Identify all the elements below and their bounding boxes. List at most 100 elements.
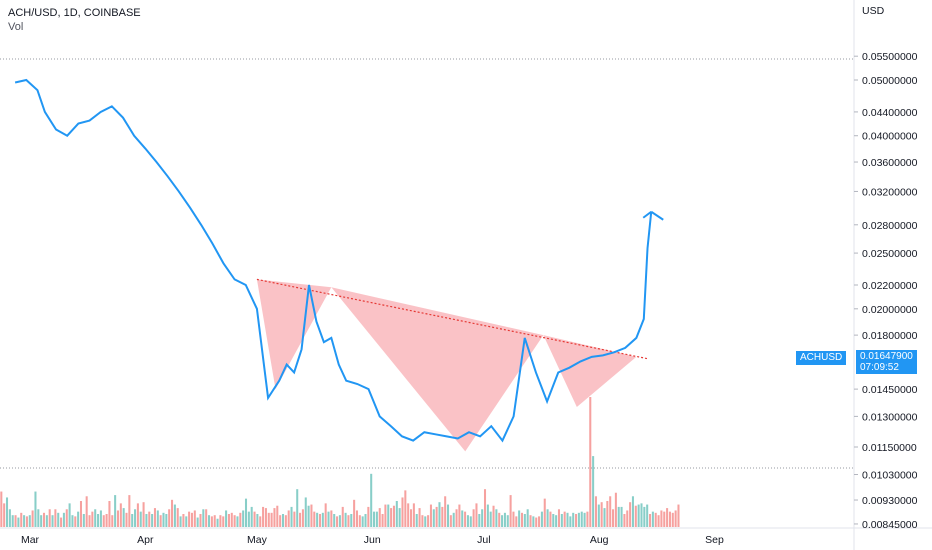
price-tick-label: 0.05000000 bbox=[862, 75, 918, 87]
volume-bar bbox=[279, 515, 282, 527]
volume-bar bbox=[612, 509, 615, 527]
price-tick-label: 0.03200000 bbox=[862, 186, 918, 198]
volume-bar bbox=[31, 510, 34, 527]
volume-bar bbox=[435, 506, 438, 527]
volume-bar bbox=[677, 504, 680, 527]
volume-bar bbox=[0, 491, 3, 527]
volume-bar bbox=[407, 503, 410, 527]
volume-bar bbox=[586, 511, 589, 527]
volume-bar bbox=[14, 515, 17, 527]
volume-bar bbox=[631, 496, 634, 527]
volume-bar bbox=[378, 508, 381, 527]
chart-legend[interactable]: ACH/USD, 1D, COINBASE Vol bbox=[8, 6, 141, 34]
volume-bar bbox=[136, 503, 139, 527]
volume-bar bbox=[51, 515, 54, 527]
price-tick-label: 0.00845000 bbox=[862, 519, 918, 531]
volume-bar bbox=[353, 499, 356, 527]
volume-bar bbox=[5, 497, 9, 527]
price-tick-label: 0.01150000 bbox=[862, 442, 917, 454]
volume-bar bbox=[17, 517, 20, 527]
volume-bar bbox=[566, 512, 569, 527]
volume-bar bbox=[267, 512, 270, 527]
price-tick-label: 0.01300000 bbox=[862, 411, 918, 423]
volume-bar bbox=[649, 514, 652, 527]
volume-bar bbox=[333, 514, 336, 527]
volume-bar bbox=[128, 495, 131, 527]
volume-bar bbox=[102, 515, 105, 527]
volume-bar bbox=[609, 496, 612, 527]
volume-bar bbox=[375, 511, 378, 527]
volume-bar bbox=[387, 504, 390, 527]
volume-bar bbox=[358, 515, 361, 527]
time-tick-label: Mar bbox=[21, 534, 40, 546]
volume-bar bbox=[384, 504, 387, 527]
volume-bar bbox=[290, 506, 293, 527]
currency-label: USD bbox=[862, 5, 885, 17]
volume-bar bbox=[532, 516, 535, 527]
time-tick-label: Sep bbox=[705, 534, 724, 546]
volume-bar bbox=[159, 515, 162, 527]
pattern-triangle bbox=[331, 287, 544, 452]
volume-bar bbox=[148, 511, 151, 527]
volume-bar bbox=[244, 498, 248, 527]
volume-bar bbox=[233, 515, 236, 527]
volume-bar bbox=[199, 514, 202, 527]
volume-bar bbox=[42, 512, 46, 527]
volume-bar bbox=[654, 512, 657, 527]
symbol-label[interactable]: ACH/USD, 1D, COINBASE bbox=[8, 7, 141, 19]
volume-bar bbox=[48, 509, 51, 527]
volume-bar bbox=[307, 505, 310, 527]
volume-bar bbox=[526, 509, 529, 527]
volume-bar bbox=[503, 512, 506, 527]
volume-bar bbox=[367, 506, 370, 527]
volume-bar bbox=[555, 515, 558, 527]
volume-bar bbox=[256, 514, 259, 527]
volume-bar bbox=[327, 511, 330, 527]
volume-bar bbox=[79, 501, 83, 527]
price-tick-label: 0.04000000 bbox=[862, 131, 918, 143]
projection-arrow bbox=[642, 210, 664, 221]
volume-bar bbox=[230, 512, 233, 527]
volume-bar bbox=[575, 514, 578, 527]
volume-bar bbox=[412, 503, 415, 527]
volume-bar bbox=[455, 509, 458, 527]
time-axis[interactable]: Mar Apr May Jun Jul Aug Sep bbox=[21, 534, 724, 546]
volume-bar bbox=[404, 490, 407, 527]
volume-bar bbox=[429, 504, 432, 527]
volume-bar bbox=[637, 504, 640, 527]
volume-bar bbox=[338, 515, 341, 527]
volume-bar bbox=[173, 504, 176, 527]
volume-bar bbox=[572, 512, 575, 527]
volume-bar bbox=[82, 514, 85, 527]
volume-bar bbox=[475, 503, 478, 527]
volume-bar bbox=[250, 506, 253, 527]
volume-bar bbox=[162, 512, 165, 527]
price-axis[interactable]: 0.05500000 0.05000000 0.04400000 0.04000000… bbox=[854, 51, 918, 531]
volume-bar bbox=[247, 511, 250, 527]
volume-bar bbox=[65, 509, 68, 527]
price-tick-label: 0.02500000 bbox=[862, 248, 918, 260]
volume-bar bbox=[381, 514, 384, 527]
volume-bar bbox=[28, 515, 31, 527]
volume-label[interactable]: Vol bbox=[8, 21, 24, 33]
volume-bar bbox=[634, 505, 637, 527]
volume-bar bbox=[207, 515, 211, 527]
volume-bar bbox=[139, 511, 142, 527]
neckline-trendline bbox=[256, 278, 649, 360]
volume-bar bbox=[674, 510, 677, 527]
volume-bar bbox=[68, 503, 71, 527]
volume-bar bbox=[563, 511, 566, 527]
price-tick-label: 0.03600000 bbox=[862, 157, 918, 169]
volume-bar bbox=[145, 514, 148, 527]
volume-bar bbox=[74, 516, 77, 527]
volume-bar bbox=[347, 515, 350, 527]
volume-bar bbox=[557, 509, 561, 527]
volume-bar bbox=[646, 504, 649, 527]
time-tick-label: May bbox=[247, 534, 268, 546]
time-tick-label: Aug bbox=[590, 534, 609, 546]
volume-bar bbox=[518, 510, 521, 527]
volume-bar bbox=[498, 512, 501, 527]
volume-bar bbox=[293, 511, 296, 527]
volume-bar bbox=[438, 502, 441, 527]
